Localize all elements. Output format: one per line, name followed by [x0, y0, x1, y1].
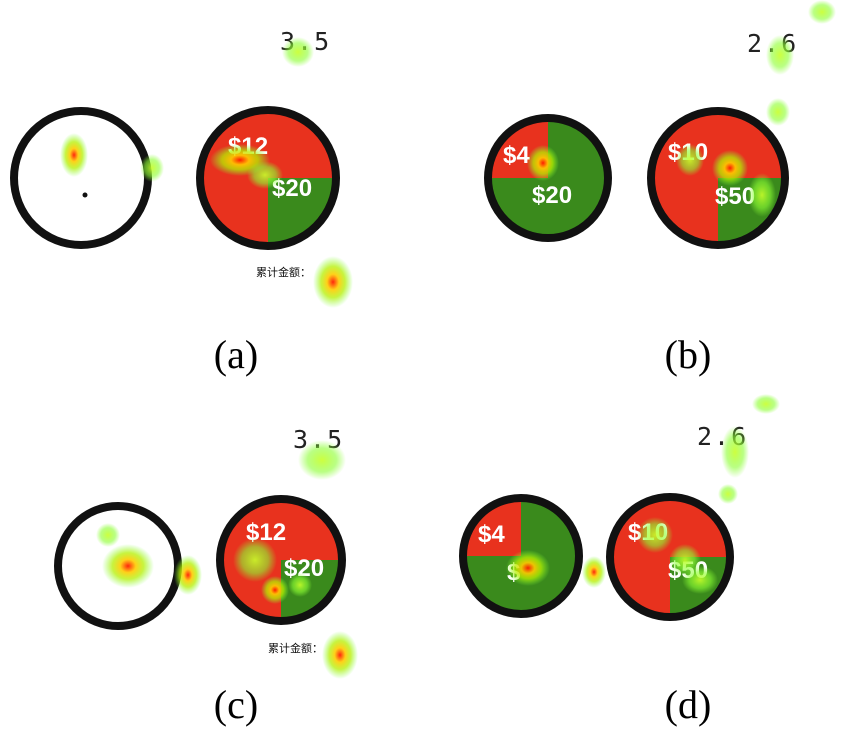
- wheel-b-left-top-label: $4: [503, 142, 530, 169]
- wheel-d-left-top-label: $4: [478, 521, 505, 548]
- empty-wheel: [10, 107, 152, 249]
- center-dot: [82, 192, 88, 198]
- gaze-spot: [102, 544, 154, 588]
- panel-d-label: (d): [665, 682, 712, 727]
- panel-c-label: (c): [214, 682, 258, 727]
- gaze-spot: [174, 555, 202, 595]
- gaze-spot: [233, 538, 277, 582]
- gaze-spot: [766, 98, 790, 126]
- gaze-spot: [313, 256, 353, 308]
- gaze-spot: [282, 37, 314, 67]
- gaze-spot: [582, 556, 606, 588]
- gaze-spot: [298, 440, 346, 480]
- gaze-spot: [506, 550, 550, 586]
- panel-c-caption: 累计金额：: [268, 641, 323, 655]
- gaze-spot: [261, 576, 289, 604]
- gaze-spot: [637, 517, 673, 553]
- gaze-spot: [96, 523, 120, 547]
- gaze-spot: [60, 133, 88, 177]
- panel-c: 3.5 $12 $20 累计金额： (c): [54, 425, 358, 727]
- panel-d: 2.6 $4 $ $10 $50 (d): [459, 394, 780, 727]
- panel-a-caption: 累计金额：: [256, 265, 311, 279]
- gaze-spot: [140, 154, 164, 182]
- gaze-spot: [808, 0, 836, 24]
- gaze-spot: [766, 35, 794, 75]
- gaze-spot: [752, 394, 780, 414]
- panel-a-label: (a): [214, 332, 258, 377]
- gaze-spot: [712, 150, 748, 186]
- gaze-spot: [682, 566, 718, 594]
- gaze-spot: [247, 161, 283, 189]
- gaze-spot: [527, 145, 559, 181]
- gaze-spot: [748, 173, 776, 217]
- panel-b-label: (b): [665, 332, 712, 377]
- gaze-spot: [322, 631, 358, 679]
- gaze-spot: [718, 484, 738, 504]
- gaze-spot: [288, 573, 312, 597]
- gaze-spot: [721, 426, 749, 478]
- panel-b: 2.6 $4 $20 $10 $50 (b): [484, 0, 836, 377]
- panel-a: 3.5 $12 $20 累计金额： (a): [10, 27, 353, 377]
- wheel-b-left-bottom-label: $20: [532, 182, 572, 209]
- gaze-spot: [676, 144, 704, 176]
